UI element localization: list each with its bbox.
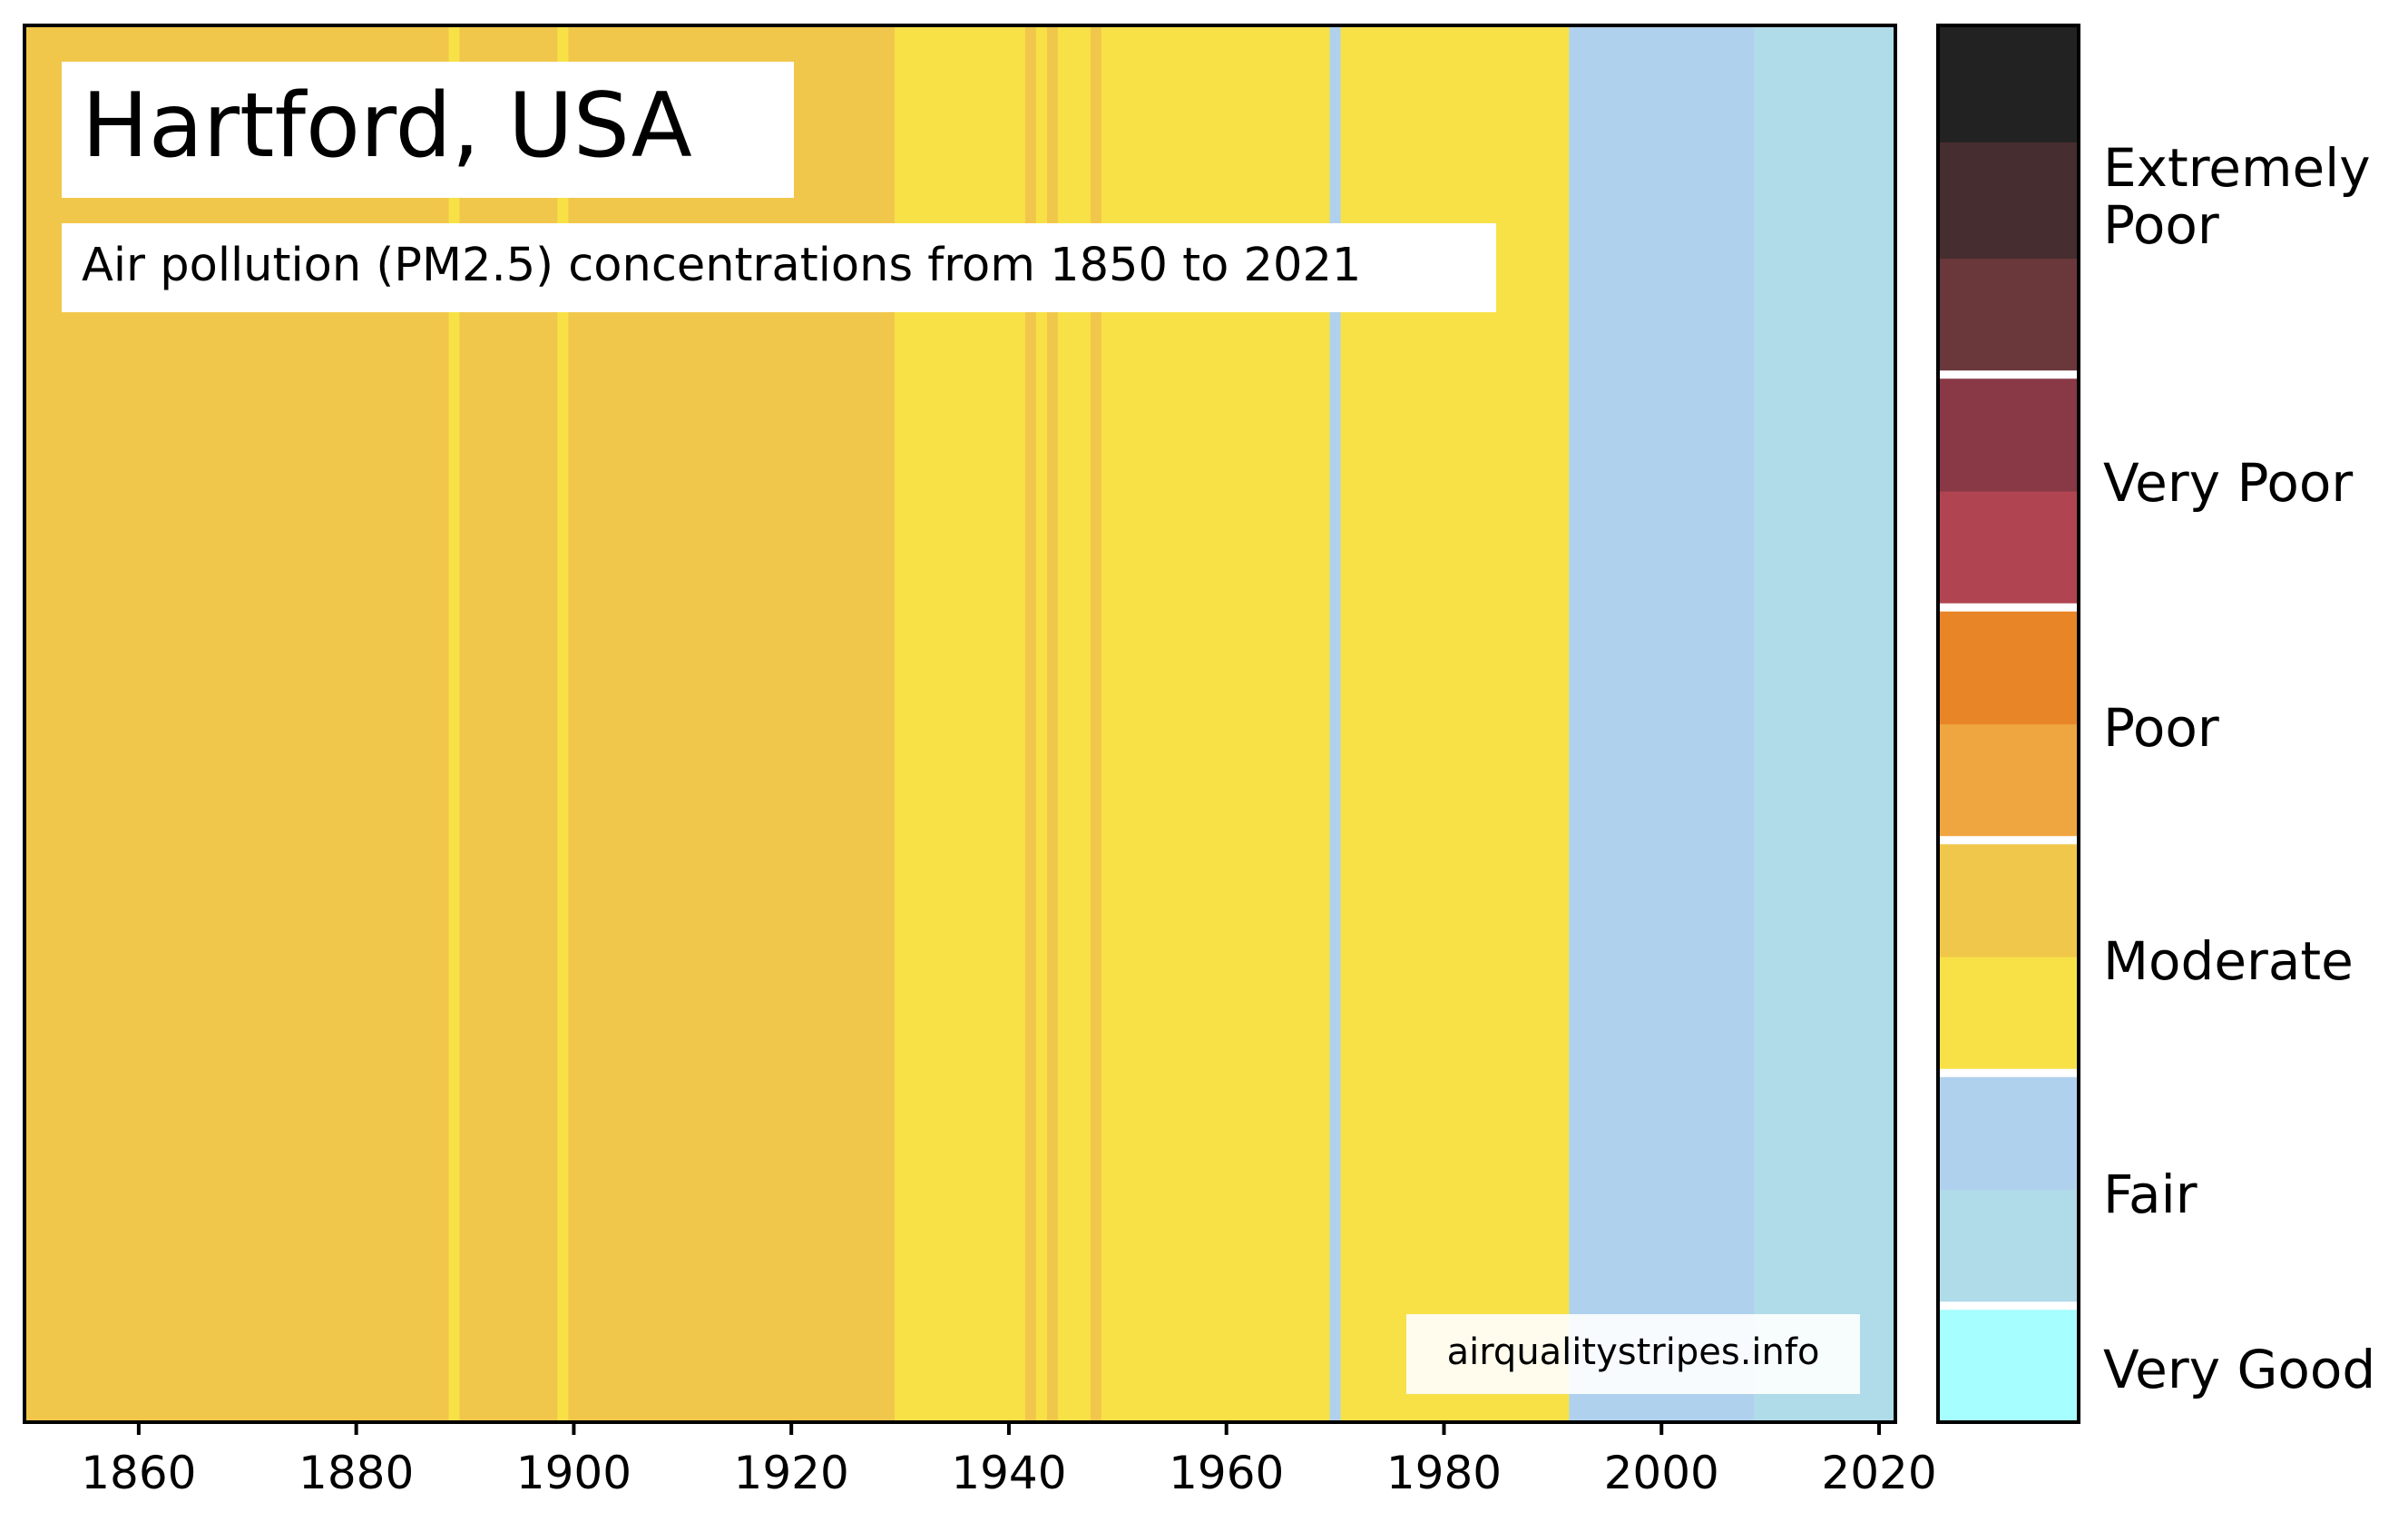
watermark-box xyxy=(1406,1314,1860,1394)
x-tick-label: 1880 xyxy=(299,1447,414,1499)
stripe xyxy=(557,25,570,1422)
chart-title: Hartford, USA xyxy=(82,74,692,178)
legend-labels: Extremely Poor Very Poor Poor Moderate F… xyxy=(2103,137,2375,1400)
stripe xyxy=(448,25,461,1422)
legend-label-extremely-poor-line1: Extremely xyxy=(2103,137,2371,199)
x-tick-label: 1940 xyxy=(951,1447,1066,1499)
legend-swatch xyxy=(1938,1073,2079,1191)
legend-label-extremely-poor-line2: Poor xyxy=(2103,194,2219,256)
x-tick-label: 1860 xyxy=(81,1447,196,1499)
x-tick-label: 1960 xyxy=(1169,1447,1284,1499)
legend-label-very-good: Very Good xyxy=(2103,1339,2375,1400)
legend-label-poor: Poor xyxy=(2103,697,2219,759)
legend-swatch xyxy=(1938,840,2079,957)
chart-subtitle: Air pollution (PM2.5) concentrations fro… xyxy=(82,239,1361,292)
stripe xyxy=(1329,25,1342,1422)
stripe xyxy=(1024,25,1037,1422)
legend-swatch xyxy=(1938,142,2079,260)
x-tick-label: 1920 xyxy=(734,1447,849,1499)
x-tick-label: 1900 xyxy=(516,1447,631,1499)
x-tick-label: 2000 xyxy=(1604,1447,1719,1499)
legend-swatch xyxy=(1938,723,2079,841)
stripe xyxy=(1090,25,1102,1422)
legend-swatch xyxy=(1938,258,2079,376)
legend-swatch xyxy=(1938,374,2079,492)
legend-swatch xyxy=(1938,957,2079,1074)
legend-frame xyxy=(1936,24,2080,1424)
x-axis: 1860 1880 1900 1920 1940 1960 1980 2000 2020 xyxy=(81,1422,1937,1499)
stripe xyxy=(1569,25,1755,1422)
subtitle-box xyxy=(62,223,1496,312)
legend-label-very-poor: Very Poor xyxy=(2103,452,2353,514)
plot-frame xyxy=(23,24,1897,1424)
legend-swatch xyxy=(1938,1189,2079,1307)
legend-swatch xyxy=(1938,25,2079,142)
stripe xyxy=(1754,25,1896,1422)
x-tick-label: 2020 xyxy=(1821,1447,1936,1499)
title-box xyxy=(62,62,794,198)
legend-swatch xyxy=(1938,491,2079,608)
x-tick-label: 1980 xyxy=(1386,1447,1502,1499)
stripe xyxy=(1035,25,1048,1422)
watermark: airqualitystripes.info xyxy=(1447,1331,1820,1373)
legend-label-moderate: Moderate xyxy=(2103,930,2354,992)
legend-label-fair: Fair xyxy=(2103,1164,2198,1225)
legend-swatch xyxy=(1938,607,2079,725)
legend-swatch xyxy=(1938,1305,2079,1423)
stripe xyxy=(1046,25,1059,1422)
legend-colorbar xyxy=(1938,25,2079,1423)
